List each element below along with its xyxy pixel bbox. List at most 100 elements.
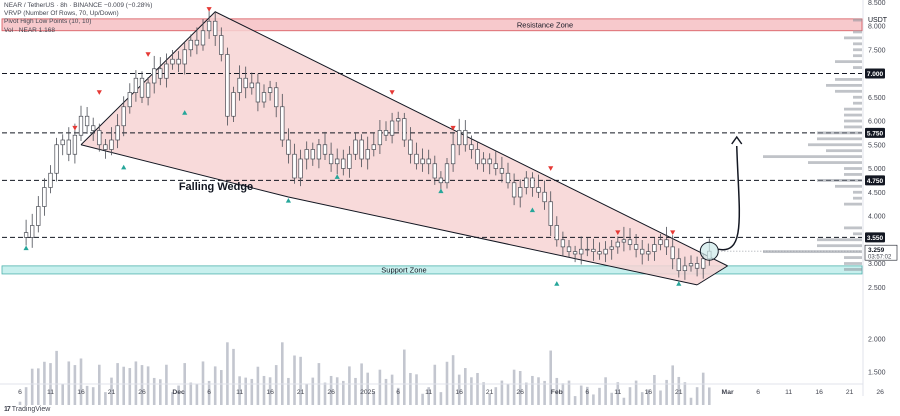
volume-bar — [366, 372, 369, 405]
volume-bar — [494, 387, 498, 405]
time-tick-label: 21 — [846, 389, 854, 396]
candle-body — [652, 244, 657, 252]
candle-body — [365, 149, 370, 160]
time-tick-label: 16 — [815, 389, 823, 396]
candle-body — [353, 139, 358, 155]
volume-profile-bar — [808, 161, 862, 164]
level-badge[interactable] — [865, 175, 885, 186]
level-badge[interactable] — [865, 232, 885, 243]
candle-body — [426, 158, 431, 165]
candle-body — [597, 251, 602, 255]
resistance-zone — [1, 18, 863, 32]
volume-bar — [378, 369, 382, 405]
volume-bar — [372, 392, 376, 405]
volume-bar — [421, 393, 424, 405]
volume-indicator-line[interactable]: Vol · NEAR 1.168 — [4, 26, 55, 34]
time-tick-label: 11 — [236, 389, 243, 396]
candle-body — [286, 139, 291, 155]
volume-profile-bar — [817, 178, 862, 182]
volume-bar — [409, 372, 412, 405]
volume-bar — [354, 377, 357, 405]
volume-profile-bar — [853, 95, 862, 99]
volume-bar — [268, 377, 272, 405]
pivot-low-marker — [438, 188, 444, 194]
current-price-badge[interactable] — [864, 244, 898, 261]
volume-bar — [531, 375, 534, 405]
volume-bar — [281, 342, 284, 405]
volume-profile-bar — [844, 113, 862, 117]
time-tick-label: 26 — [516, 389, 524, 396]
candle-body — [646, 251, 651, 255]
volume-profile-bar — [844, 36, 862, 40]
level-badge[interactable] — [865, 127, 885, 138]
candle-body — [310, 149, 315, 160]
candle-body — [463, 130, 468, 146]
candle-body — [322, 144, 328, 155]
time-tick-label: 6 — [18, 389, 22, 396]
candle-body — [23, 232, 29, 238]
time-tick-label: Feb — [551, 389, 563, 396]
price-tick-label: 8.000 — [868, 24, 886, 31]
level-badge[interactable] — [865, 68, 885, 79]
volume-bar — [634, 380, 638, 405]
volume-bar — [457, 374, 461, 405]
price-tick-label: 4.500 — [868, 190, 886, 197]
candle-body — [103, 144, 108, 150]
pivot-high-marker — [450, 125, 456, 131]
candle-body — [72, 134, 78, 155]
pivot-low-marker — [23, 245, 29, 251]
price-tick-label: 5.000 — [868, 166, 886, 173]
candle-body — [292, 153, 297, 179]
candle-body — [694, 263, 700, 269]
candle-body — [109, 139, 114, 150]
volume-profile-bar — [844, 125, 862, 129]
volume-bar — [262, 375, 266, 405]
wedge-lower-trendline[interactable] — [80, 144, 698, 286]
wedge-upper-trendline[interactable] — [80, 11, 728, 267]
candle-body — [54, 144, 59, 174]
candle-body — [688, 263, 694, 267]
pivot-indicator-line[interactable]: Pivot High Low Points (10, 10) — [4, 18, 92, 26]
volume-bar — [549, 350, 552, 405]
volume-bar — [299, 356, 302, 405]
candle-body — [152, 68, 157, 84]
candle-body — [48, 172, 53, 188]
volume-bar — [488, 393, 491, 405]
volume-profile-bar — [853, 30, 862, 34]
volume-bar — [427, 387, 430, 405]
candle-body — [518, 187, 523, 198]
volume-profile-bar — [826, 83, 862, 87]
time-tick-label: 16 — [77, 389, 85, 396]
candle-body — [206, 20, 212, 32]
volume-bar — [445, 361, 449, 405]
time-tick-label: 11 — [614, 389, 621, 396]
time-tick-label: 26 — [876, 389, 884, 396]
volume-profile-bar — [853, 190, 862, 194]
symbol-line[interactable]: NEAR / TetherUS · 8h · BINANCE −0.009 (−… — [4, 2, 153, 9]
volume-bar — [140, 365, 144, 405]
volume-bar — [415, 374, 418, 405]
candle-body — [371, 144, 376, 150]
time-tick-label: 16 — [266, 389, 274, 396]
volume-bar — [79, 358, 83, 405]
tradingview-brand[interactable]: 17 TradingView — [4, 406, 50, 413]
candle-body — [170, 58, 175, 65]
candle-body — [328, 153, 334, 165]
candle-body — [359, 139, 364, 160]
price-tick-label: 8.500 — [868, 0, 886, 7]
vrvp-indicator-line[interactable]: VRVP (Number Of Rows, 70, Up/Down) — [4, 10, 119, 18]
time-tick-label: 21 — [108, 389, 116, 396]
candle-body — [487, 158, 492, 165]
candle-body — [682, 265, 688, 271]
volume-bar — [85, 385, 89, 405]
candle-body — [200, 30, 206, 46]
volume-bar — [592, 394, 595, 405]
volume-bar — [537, 377, 540, 405]
pivot-high-marker — [548, 166, 554, 171]
volume-profile-bar — [835, 89, 862, 93]
volume-profile-bar — [844, 262, 862, 265]
time-tick-label: 26 — [138, 389, 146, 396]
candle-body — [676, 258, 681, 271]
volume-bar — [451, 355, 455, 405]
